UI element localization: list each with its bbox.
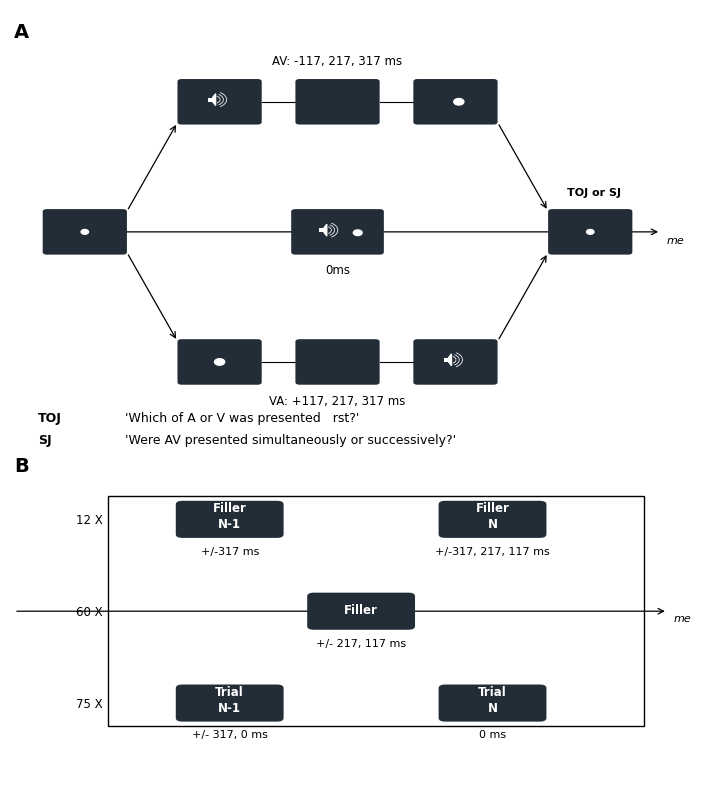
FancyBboxPatch shape (307, 593, 415, 630)
Text: me: me (666, 235, 684, 245)
FancyBboxPatch shape (413, 80, 498, 125)
Text: 12 X: 12 X (77, 513, 103, 526)
Text: VA: +117, 217, 317 ms: VA: +117, 217, 317 ms (270, 395, 406, 407)
FancyBboxPatch shape (548, 210, 633, 255)
FancyBboxPatch shape (43, 210, 127, 255)
Polygon shape (449, 354, 451, 367)
Text: Filler
N-1: Filler N-1 (213, 502, 246, 531)
FancyBboxPatch shape (413, 340, 498, 385)
FancyBboxPatch shape (439, 501, 546, 538)
Text: Trial
N-1: Trial N-1 (216, 685, 244, 714)
FancyBboxPatch shape (296, 80, 380, 125)
Circle shape (453, 99, 464, 106)
Text: 0 ms: 0 ms (479, 730, 506, 739)
FancyBboxPatch shape (296, 340, 380, 385)
Circle shape (81, 230, 88, 235)
FancyBboxPatch shape (439, 685, 546, 722)
Text: +/- 317, 0 ms: +/- 317, 0 ms (192, 730, 267, 739)
Text: +/-317 ms: +/-317 ms (201, 546, 259, 556)
FancyBboxPatch shape (319, 229, 324, 233)
Circle shape (215, 359, 225, 366)
Text: me: me (673, 614, 691, 623)
Circle shape (587, 230, 594, 235)
Bar (108, 496, 644, 726)
Text: A: A (14, 22, 29, 42)
Text: TOJ: TOJ (38, 411, 62, 424)
Text: +/-317, 217, 117 ms: +/-317, 217, 117 ms (435, 546, 550, 556)
FancyBboxPatch shape (444, 358, 449, 363)
FancyBboxPatch shape (178, 340, 262, 385)
FancyBboxPatch shape (178, 80, 262, 125)
Polygon shape (213, 95, 216, 107)
Text: 0ms: 0ms (325, 264, 350, 277)
Text: 'Which of A or V was presented   rst?': 'Which of A or V was presented rst?' (125, 411, 359, 424)
Text: +/- 217, 117 ms: +/- 217, 117 ms (316, 638, 406, 648)
Text: AV: -117, 217, 317 ms: AV: -117, 217, 317 ms (272, 55, 402, 68)
Polygon shape (324, 225, 327, 237)
Text: 75 X: 75 X (77, 697, 103, 710)
Text: Filler
N: Filler N (475, 502, 510, 531)
Text: Filler: Filler (344, 603, 378, 616)
Text: Trial
N: Trial N (478, 685, 507, 714)
Text: 'Were AV presented simultaneously or successively?': 'Were AV presented simultaneously or suc… (125, 433, 456, 446)
FancyBboxPatch shape (208, 99, 213, 103)
Circle shape (353, 231, 362, 237)
Text: SJ: SJ (38, 433, 51, 446)
Text: B: B (14, 456, 29, 475)
Text: 60 X: 60 X (77, 605, 103, 618)
Text: TOJ or SJ: TOJ or SJ (567, 188, 621, 198)
FancyBboxPatch shape (291, 210, 384, 255)
FancyBboxPatch shape (176, 685, 284, 722)
FancyBboxPatch shape (176, 501, 284, 538)
